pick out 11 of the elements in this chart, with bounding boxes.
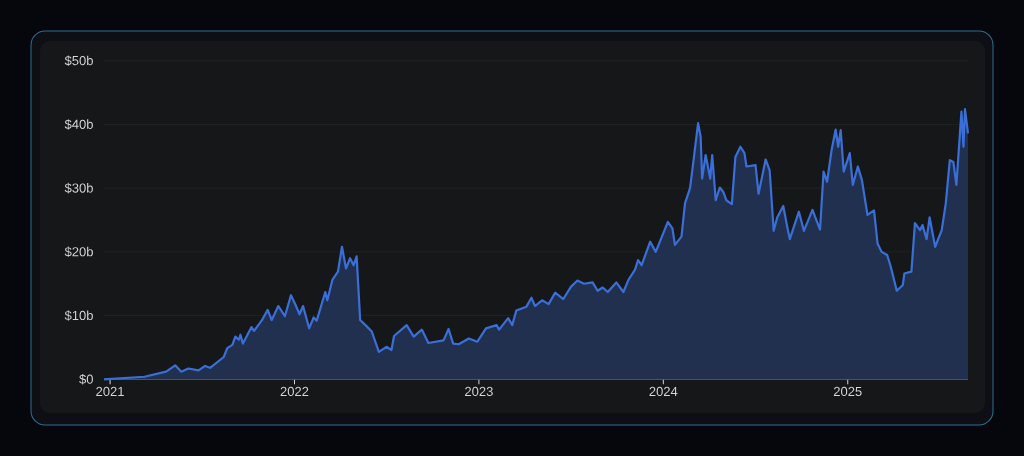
x-tick-label: 2022 — [280, 386, 309, 397]
y-tick-label: $40b — [64, 119, 93, 130]
y-tick-label: $0 — [79, 374, 93, 385]
x-tick-label: 2024 — [649, 386, 678, 397]
x-tick-label: 2025 — [833, 386, 862, 397]
x-tick-label: 2021 — [96, 386, 124, 397]
y-tick-label: $10b — [64, 310, 93, 321]
y-tick-label: $50b — [64, 55, 93, 66]
x-tick-label: 2023 — [465, 386, 493, 397]
y-tick-label: $20b — [64, 246, 93, 258]
y-tick-label: $30b — [64, 182, 93, 194]
